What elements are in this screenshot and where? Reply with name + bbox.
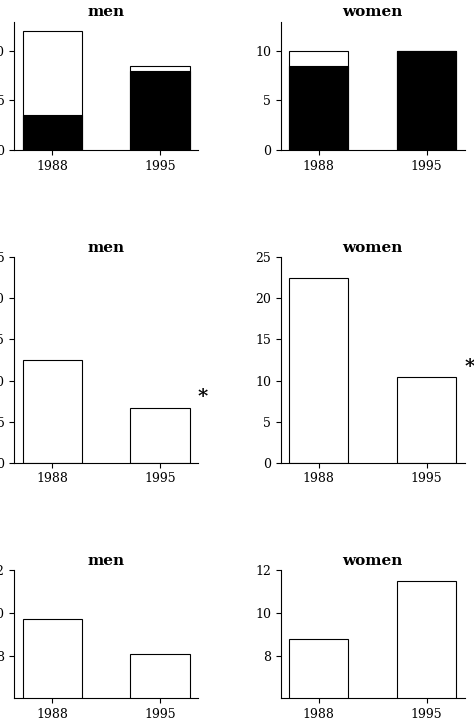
Bar (130, 71, 190, 150)
Bar (397, 377, 456, 462)
Title: men: men (88, 554, 125, 567)
Bar (397, 581, 456, 720)
Title: men: men (88, 241, 125, 255)
Title: women: women (342, 241, 403, 255)
Title: men: men (88, 5, 125, 19)
Bar (289, 639, 348, 720)
Bar (23, 619, 82, 720)
Title: women: women (342, 554, 403, 567)
Bar (23, 115, 82, 150)
Bar (130, 408, 190, 462)
Text: *: * (464, 358, 474, 376)
Bar (289, 66, 348, 150)
Bar (130, 654, 190, 720)
Bar (289, 278, 348, 462)
Bar (397, 51, 456, 150)
Bar (23, 32, 82, 150)
Bar (289, 51, 348, 150)
Text: *: * (198, 388, 208, 406)
Title: women: women (342, 5, 403, 19)
Bar (130, 66, 190, 150)
Bar (397, 51, 456, 150)
Bar (23, 360, 82, 462)
